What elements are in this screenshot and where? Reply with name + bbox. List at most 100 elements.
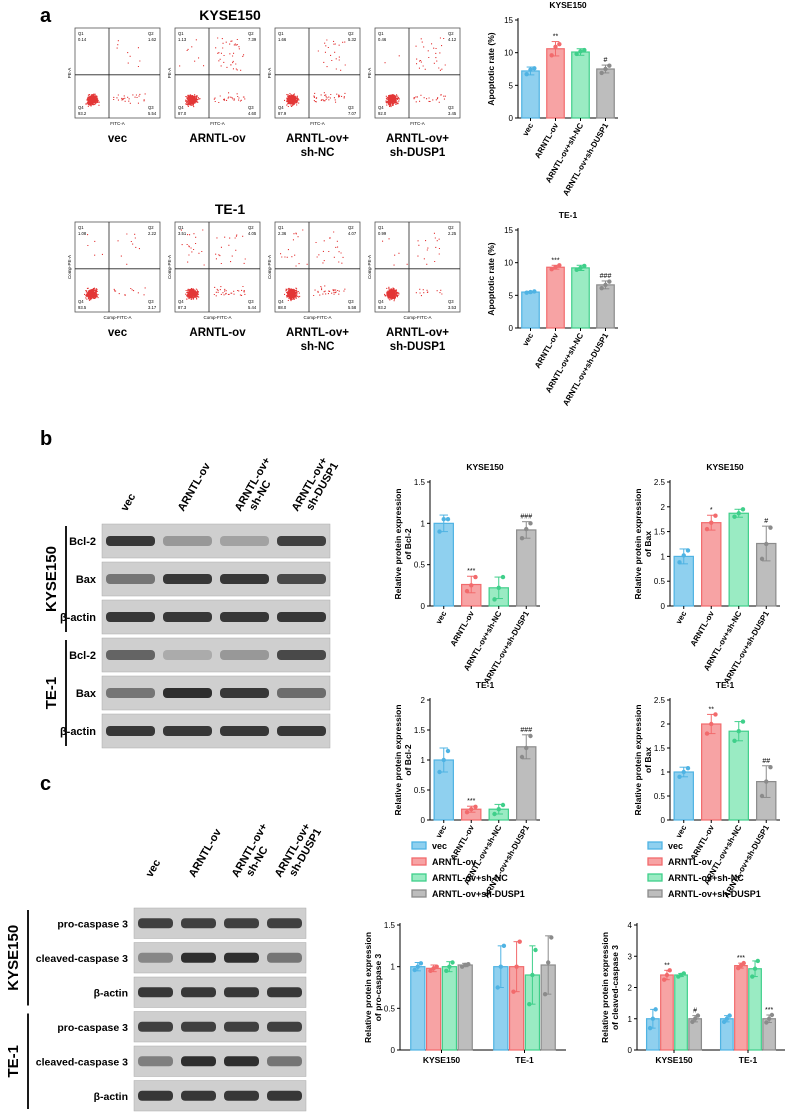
flow-row-title: KYSE150 <box>199 7 261 23</box>
chart-data-point <box>736 729 741 734</box>
blot-lane-label: vec <box>119 492 139 514</box>
chart-data-point <box>514 964 519 969</box>
blot-band <box>181 1056 216 1067</box>
flow-q2-value: 4.12 <box>448 37 457 42</box>
legend-swatch <box>411 873 427 882</box>
flow-dots <box>382 232 443 302</box>
chart-significance: ### <box>520 514 532 521</box>
blot-band <box>220 726 269 736</box>
flow-q3-name: Q3 <box>248 299 254 304</box>
blot-lane-label: ARNTL-ov+sh-DUSP1 <box>290 455 341 520</box>
chart-y-axis-label: Relative protein expressionof Bax <box>633 704 653 815</box>
chart-data-point <box>445 748 451 754</box>
chart-data-point <box>732 514 737 519</box>
flow-y-axis-label: PE-A <box>67 68 72 79</box>
chart-data-point <box>496 585 501 591</box>
flow-dots <box>384 37 446 108</box>
chart-bar <box>571 267 590 329</box>
legend-swatch <box>647 841 663 850</box>
chart-y-tick-label: 10 <box>504 49 513 58</box>
chart-data-point <box>769 1012 775 1018</box>
chart-data-point <box>603 282 608 288</box>
chart-title: TE-1 <box>716 680 735 690</box>
chart-y-tick-label: 5 <box>509 81 514 90</box>
chart-significance: # <box>604 57 608 64</box>
flow-dots <box>84 233 146 301</box>
chart-y-tick-label: 1 <box>628 1015 633 1024</box>
chart-y-tick-label: 3 <box>628 952 633 961</box>
flow-q1-value: 3.51 <box>178 231 187 236</box>
chart-data-point <box>524 745 529 751</box>
blot-band <box>106 688 155 698</box>
blot-band <box>163 574 212 584</box>
chart-y-tick-label: 1 <box>421 519 426 528</box>
chart-significance: ** <box>709 706 715 713</box>
chart-y-tick-label: 0.5 <box>384 1004 396 1013</box>
blot-panel-c: vec ARNTL-ov ARNTL-ov+sh-NC ARNTL-ov+sh-DUS… <box>5 821 324 1112</box>
flow-q3-value: 5.54 <box>148 111 157 116</box>
flow-q2-name: Q2 <box>148 225 154 230</box>
blot-band <box>106 536 155 546</box>
chart-data-point <box>709 520 714 525</box>
blot-band <box>267 918 302 929</box>
chart-data-point <box>464 810 470 815</box>
flow-q3-value: 3.45 <box>448 111 457 116</box>
blot-band <box>224 918 259 929</box>
flow-y-axis-label: PE-A <box>167 68 172 79</box>
chart-x-tick-label: ARNTL-ov+sh-DUSP1 <box>561 331 610 407</box>
flow-q1-value: 2.36 <box>278 231 287 236</box>
chart-data-point <box>755 958 761 964</box>
chart-data-point <box>464 588 470 594</box>
panel-letter-c: c <box>40 773 51 795</box>
flow-q1-value: 0.14 <box>78 37 87 42</box>
flow-q2-name: Q2 <box>448 31 454 36</box>
flow-q4-value: 92.0 <box>378 111 387 116</box>
chart-data-point <box>667 968 672 973</box>
chart-data-point <box>418 961 424 966</box>
blot-row-label: cleaved-caspase 3 <box>36 1056 128 1068</box>
chart-x-tick-label: KYSE150 <box>423 1055 461 1065</box>
chart-data-point <box>434 964 439 969</box>
blot-band <box>138 1056 173 1067</box>
chart-data-point <box>473 804 478 809</box>
flow-q3-value: 3.17 <box>148 305 157 310</box>
chart-y-tick-label: 0 <box>661 816 666 825</box>
chart-data-point <box>549 267 554 272</box>
chart-data-point <box>528 521 533 526</box>
flow-q1-name: Q1 <box>178 225 184 230</box>
legend-swatch <box>411 857 427 866</box>
flow-q4-name: Q4 <box>378 299 384 304</box>
chart-data-point <box>681 553 686 558</box>
blot-band <box>138 987 173 998</box>
blot-band <box>224 1090 259 1101</box>
panel-letter-b: b <box>40 428 52 450</box>
chart-data-point <box>469 583 474 588</box>
blot-band <box>277 612 326 622</box>
blot-row-label: cleaved-caspase 3 <box>36 953 128 965</box>
flow-dots <box>179 37 246 108</box>
chart-bar <box>433 522 454 607</box>
flow-dots <box>280 229 346 302</box>
flow-x-axis-label: Comp-FITC-A <box>104 315 132 320</box>
blot-band <box>277 726 326 736</box>
chart-bar <box>516 529 537 607</box>
blot-lane-label: ARNTL-ov+sh-NC <box>233 455 284 519</box>
chart-title: KYSE150 <box>706 462 744 472</box>
flow-group-label: ARNTL-ov+ sh-DUSP1 <box>386 327 449 353</box>
chart-data-point <box>574 51 579 57</box>
chart-data-point <box>428 968 433 974</box>
western-blot-panels: vec ARNTL-ov ARNTL-ov+sh-NC ARNTL-ov+sh-DUS… <box>5 455 341 1112</box>
chart-data-point <box>653 1007 658 1012</box>
chart-x-tick-label: vec <box>674 609 689 626</box>
chart-y-axis-label: Relative protein expressionof Bax <box>633 488 653 599</box>
blot-band <box>106 574 155 584</box>
chart-data-point <box>466 961 471 967</box>
chart-data-point <box>685 765 691 771</box>
chart-bar <box>728 730 749 821</box>
chart-data-point <box>740 719 746 724</box>
blot-cellline-label: KYSE150 <box>43 546 60 612</box>
flow-q1-value: 1.13 <box>178 37 187 42</box>
flow-y-axis-label: Comp-PE-A <box>267 255 272 279</box>
